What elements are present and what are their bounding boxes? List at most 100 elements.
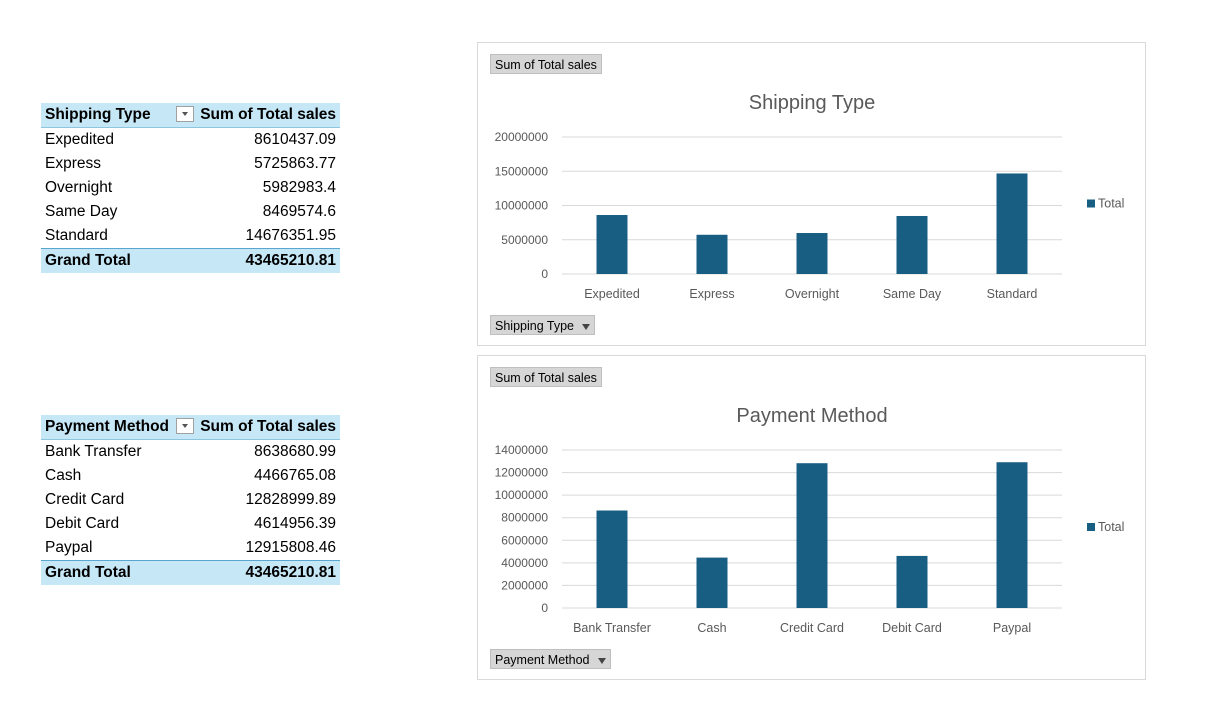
- grand-total-value: 43465210.81: [196, 248, 340, 273]
- y-tick-label: 2000000: [501, 578, 548, 592]
- row-label: Expedited: [45, 131, 114, 148]
- chevron-down-icon: [597, 657, 606, 664]
- y-tick-label: 0: [541, 601, 548, 615]
- row-value: 14676351.95: [245, 227, 336, 244]
- grand-total-row: Grand Total 43465210.81: [41, 248, 340, 273]
- table-row: Overnight 5982983.4: [41, 176, 340, 200]
- y-tick-label: 6000000: [501, 533, 548, 547]
- x-tick-label: Overnight: [785, 287, 840, 301]
- legend-swatch: [1087, 523, 1095, 531]
- chart-plot: Shipping Type 0 5000000 10000000 15000000 200…: [495, 92, 1125, 301]
- row-value: 4466765.08: [254, 467, 336, 484]
- row-label: Standard: [45, 227, 108, 244]
- chevron-down-icon: [582, 323, 590, 330]
- bar: [696, 557, 728, 608]
- row-label-header: Payment Method: [45, 418, 170, 435]
- legend-swatch: [1087, 199, 1095, 208]
- row-label: Paypal: [45, 539, 93, 556]
- table-row: Bank Transfer 8638680.99: [41, 440, 340, 465]
- table-row: Credit Card 12828999.89: [41, 488, 340, 512]
- x-tick-label: Express: [689, 287, 734, 301]
- axis-field-button[interactable]: Shipping Type: [490, 315, 595, 335]
- chart-shipping-type[interactable]: Sum of Total sales Shipping Type 0 5000000…: [477, 42, 1146, 346]
- x-tick-label: Debit Card: [882, 621, 942, 635]
- value-field-button[interactable]: Sum of Total sales: [490, 54, 602, 74]
- legend-label: Total: [1098, 197, 1124, 211]
- y-tick-label: 20000000: [495, 130, 549, 144]
- table-row: Express 5725863.77: [41, 152, 340, 176]
- pivot-header-row-label: Payment Method: [41, 415, 197, 440]
- axis-field-label: Payment Method: [495, 653, 590, 667]
- y-tick-label: 12000000: [495, 466, 549, 480]
- filter-dropdown-icon[interactable]: [176, 106, 195, 122]
- pivot-header-row: Payment Method Sum of Total sales: [41, 415, 340, 440]
- row-value: 8610437.09: [254, 131, 336, 148]
- y-tick-label: 0: [541, 267, 548, 281]
- row-label: Cash: [45, 467, 82, 484]
- row-value: 8469574.6: [262, 203, 336, 220]
- row-label-header: Shipping Type: [45, 106, 151, 123]
- row-label: Debit Card: [45, 515, 120, 532]
- x-tick-label: Expedited: [584, 287, 640, 301]
- value-field-button[interactable]: Sum of Total sales: [490, 367, 602, 387]
- bar: [996, 462, 1028, 608]
- table-row: Same Day 8469574.6: [41, 200, 340, 224]
- row-value: 12915808.46: [245, 539, 336, 556]
- row-value: 5982983.4: [262, 179, 336, 196]
- x-tick-label: Paypal: [993, 621, 1031, 635]
- filter-dropdown-icon[interactable]: [176, 418, 195, 434]
- bar: [896, 215, 928, 274]
- row-value: 12828999.89: [245, 491, 336, 508]
- x-tick-label: Bank Transfer: [573, 621, 651, 635]
- row-label: Credit Card: [45, 491, 125, 508]
- bar: [796, 463, 828, 608]
- x-tick-label: Same Day: [883, 287, 942, 301]
- bar: [596, 510, 628, 608]
- bar: [596, 215, 628, 274]
- x-tick-label: Standard: [987, 287, 1038, 301]
- y-tick-label: 4000000: [501, 556, 548, 570]
- y-tick-label: 10000000: [495, 199, 549, 213]
- table-row: Standard 14676351.95: [41, 224, 340, 249]
- bar: [796, 233, 828, 274]
- value-field-label: Sum of Total sales: [495, 58, 597, 72]
- y-tick-label: 14000000: [495, 443, 549, 457]
- value-header: Sum of Total sales: [196, 103, 340, 128]
- row-label: Bank Transfer: [45, 443, 142, 460]
- grand-total-row: Grand Total 43465210.81: [41, 560, 340, 585]
- grand-total-label: Grand Total: [41, 248, 197, 273]
- chart-title: Payment Method: [736, 405, 887, 427]
- axis-field-button[interactable]: Payment Method: [490, 649, 611, 669]
- row-label: Overnight: [45, 179, 113, 196]
- table-row: Paypal 12915808.46: [41, 536, 340, 561]
- y-tick-label: 10000000: [495, 488, 549, 502]
- y-tick-label: 8000000: [501, 511, 548, 525]
- y-tick-label: 15000000: [495, 164, 549, 178]
- row-label: Express: [45, 155, 101, 172]
- x-tick-label: Credit Card: [780, 621, 844, 635]
- x-tick-label: Cash: [697, 621, 726, 635]
- pivot-header-row-label: Shipping Type: [41, 103, 197, 128]
- chart-payment-method[interactable]: Sum of Total sales Payment Method 0 200000…: [477, 355, 1146, 680]
- bar: [696, 234, 728, 274]
- value-header: Sum of Total sales: [196, 415, 340, 440]
- chart-plot: Payment Method 0 2000000 4000000 6000000 8000…: [495, 405, 1125, 635]
- bar: [896, 555, 928, 608]
- table-row: Debit Card 4614956.39: [41, 512, 340, 536]
- legend-label: Total: [1098, 520, 1124, 534]
- row-value: 5725863.77: [254, 155, 336, 172]
- pivot-header-row: Shipping Type Sum of Total sales: [41, 103, 340, 128]
- grand-total-value: 43465210.81: [196, 560, 340, 585]
- chart-title: Shipping Type: [749, 92, 875, 114]
- axis-field-label: Shipping Type: [495, 319, 574, 333]
- row-value: 8638680.99: [254, 443, 336, 460]
- row-value: 4614956.39: [254, 515, 336, 532]
- value-field-label: Sum of Total sales: [495, 371, 597, 385]
- grand-total-label: Grand Total: [41, 560, 197, 585]
- table-row: Cash 4466765.08: [41, 464, 340, 488]
- y-tick-label: 5000000: [501, 233, 548, 247]
- row-label: Same Day: [45, 203, 118, 220]
- table-row: Expedited 8610437.09: [41, 128, 340, 153]
- pivot-table-payment: Payment Method Sum of Total sales Bank T…: [41, 415, 340, 585]
- bar: [996, 173, 1028, 274]
